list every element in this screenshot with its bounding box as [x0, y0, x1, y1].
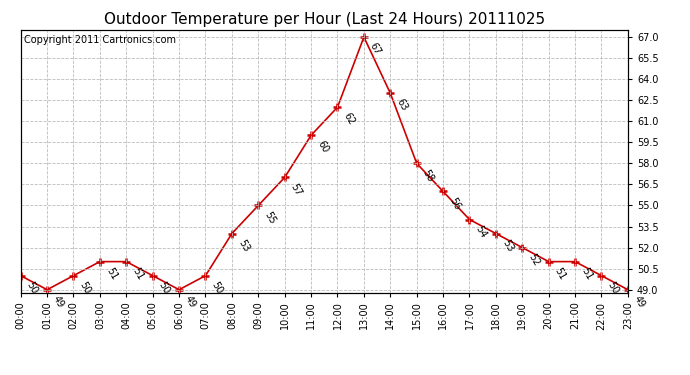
Text: 53: 53 [500, 238, 515, 254]
Title: Outdoor Temperature per Hour (Last 24 Hours) 20111025: Outdoor Temperature per Hour (Last 24 Ho… [104, 12, 545, 27]
Text: 52: 52 [526, 252, 542, 268]
Text: 67: 67 [368, 41, 383, 57]
Text: 51: 51 [553, 266, 568, 282]
Text: 54: 54 [473, 224, 489, 239]
Text: 56: 56 [447, 196, 462, 211]
Text: 50: 50 [25, 280, 40, 296]
Text: 51: 51 [580, 266, 594, 282]
Text: 50: 50 [78, 280, 92, 296]
Text: 62: 62 [342, 111, 357, 127]
Text: 57: 57 [289, 182, 304, 197]
Text: 63: 63 [395, 98, 409, 113]
Text: 51: 51 [104, 266, 119, 282]
Text: 49: 49 [632, 294, 647, 309]
Text: 55: 55 [262, 210, 277, 225]
Text: 50: 50 [606, 280, 620, 296]
Text: 50: 50 [157, 280, 172, 296]
Text: 49: 49 [51, 294, 66, 309]
Text: 51: 51 [130, 266, 146, 282]
Text: 49: 49 [184, 294, 198, 309]
Text: 50: 50 [210, 280, 224, 296]
Text: 58: 58 [421, 168, 435, 183]
Text: 53: 53 [236, 238, 251, 254]
Text: 60: 60 [315, 140, 330, 155]
Text: Copyright 2011 Cartronics.com: Copyright 2011 Cartronics.com [23, 35, 176, 45]
